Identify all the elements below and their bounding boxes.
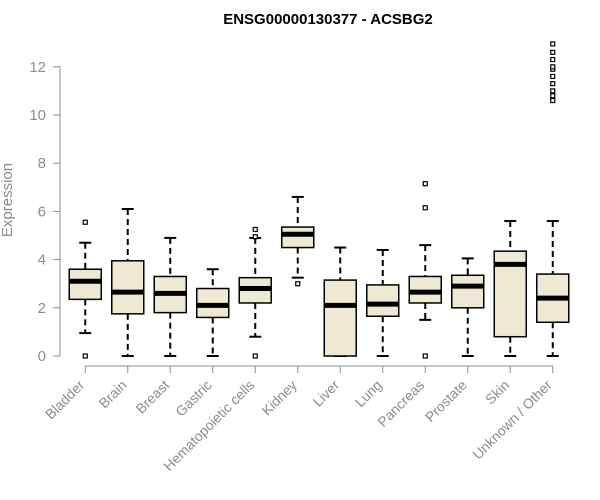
- outlier-point: [252, 353, 258, 359]
- outlier-point: [550, 81, 556, 87]
- x-tick-label: Lung: [352, 377, 385, 410]
- chart-title: ENSG00000130377 - ACSBG2: [223, 11, 433, 28]
- iqr-box: [281, 226, 315, 249]
- outlier-point: [550, 64, 556, 70]
- iqr-box: [323, 279, 357, 357]
- x-tick-label: Skin: [482, 377, 513, 408]
- y-axis: 0 2 4 6 8 10 12: [29, 59, 61, 365]
- outlier-point: [422, 353, 428, 359]
- y-tick-label: 2: [38, 300, 46, 317]
- x-tick-label: Kidney: [258, 377, 300, 419]
- box-pancreas: [408, 181, 442, 359]
- box-bladder: [68, 219, 102, 359]
- box-breast: [153, 236, 187, 357]
- y-tick-label: 12: [29, 59, 46, 76]
- box-hematopoietic-cells: [238, 226, 272, 359]
- outlier-point: [252, 226, 258, 233]
- x-tick-label: Bladder: [42, 377, 88, 423]
- y-tick-label: 8: [38, 155, 46, 172]
- x-tick-label: Unknown / Other: [469, 377, 555, 463]
- box-brain: [111, 207, 145, 357]
- y-tick-label: 4: [38, 252, 46, 269]
- x-tick-label: Prostate: [422, 377, 470, 425]
- outlier-point: [550, 49, 556, 55]
- x-tick-label: Brain: [95, 377, 129, 411]
- outlier-point: [550, 88, 556, 94]
- box-skin: [493, 220, 527, 357]
- outlier-point: [422, 205, 428, 211]
- y-tick-label: 10: [29, 107, 46, 124]
- x-tick-label: Breast: [132, 377, 172, 417]
- y-axis-label: Expression: [0, 163, 16, 237]
- outlier-point: [422, 181, 428, 187]
- outlier-point: [550, 73, 556, 80]
- outlier-point: [550, 97, 556, 104]
- box-lung: [366, 248, 400, 357]
- iqr-box: [68, 268, 102, 301]
- outlier-point: [550, 41, 556, 47]
- x-tick-label: Pancreas: [374, 377, 427, 430]
- x-tick-label: Liver: [310, 377, 343, 410]
- box-series: [68, 41, 570, 359]
- iqr-box: [451, 274, 485, 309]
- box-gastric: [196, 268, 230, 357]
- iqr-box: [366, 284, 400, 317]
- y-tick-label: 0: [38, 348, 46, 365]
- iqr-box: [111, 260, 145, 315]
- box-unknown-other: [536, 41, 570, 357]
- box-liver: [323, 246, 357, 357]
- box-kidney: [281, 195, 315, 287]
- outlier-point: [550, 56, 556, 63]
- outlier-point: [252, 234, 258, 240]
- outlier-point: [82, 353, 88, 359]
- outlier-point: [550, 93, 556, 99]
- box-prostate: [451, 257, 485, 357]
- outlier-point: [295, 281, 301, 287]
- outlier-point: [82, 219, 88, 225]
- y-tick-label: 6: [38, 203, 46, 220]
